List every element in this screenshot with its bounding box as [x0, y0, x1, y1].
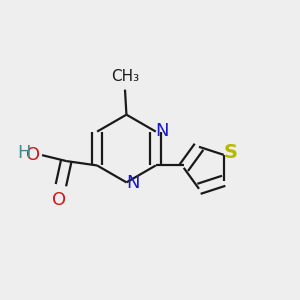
Text: N: N — [155, 122, 169, 140]
Text: S: S — [223, 143, 237, 162]
Text: CH₃: CH₃ — [111, 69, 139, 84]
Text: N: N — [126, 174, 140, 192]
Text: O: O — [52, 191, 67, 209]
Text: H: H — [17, 144, 31, 162]
Text: O: O — [26, 146, 40, 164]
